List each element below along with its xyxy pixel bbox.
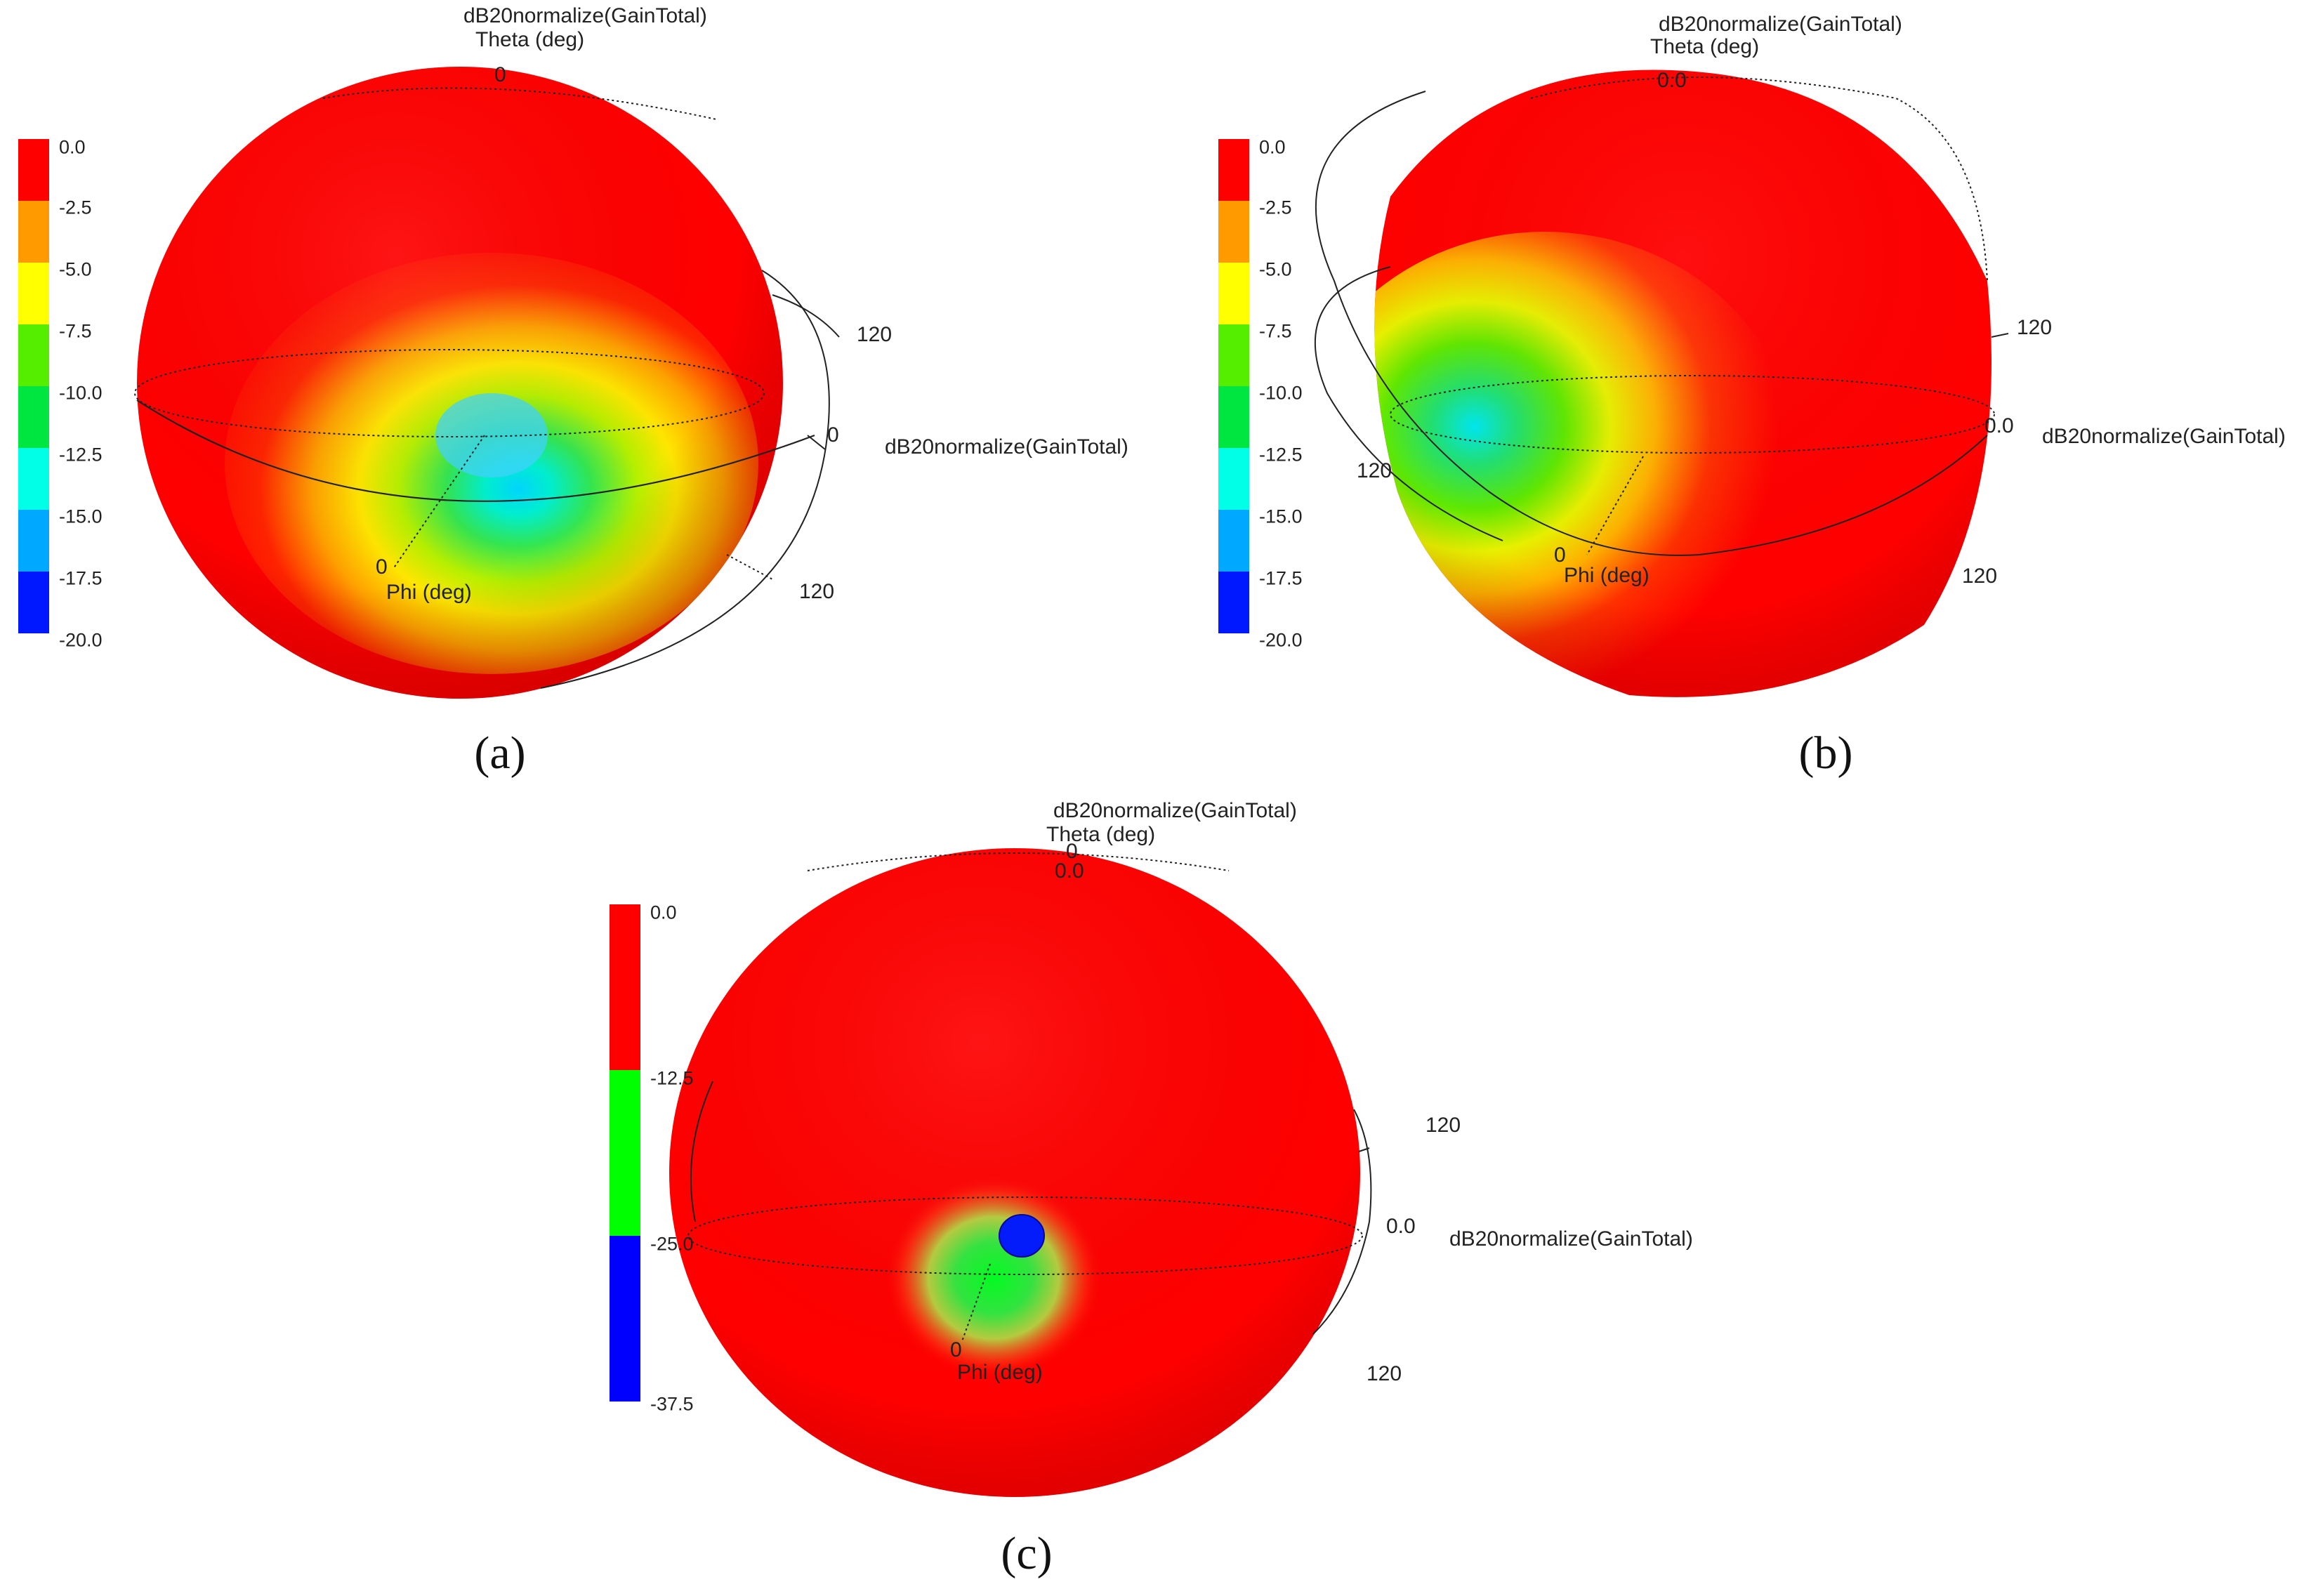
radiation-pattern-c	[669, 848, 1372, 1497]
title-label-a: dB20normalize(GainTotal)	[463, 4, 707, 27]
colorbar-tick: -12.5	[1259, 444, 1303, 466]
colorbar-swatch	[1218, 386, 1249, 448]
colorbar-tick: 0.0	[650, 902, 677, 923]
colorbar-swatch	[18, 324, 49, 386]
right-zero-label-c: 0.0	[1386, 1215, 1416, 1238]
colorbar-tick: -5.0	[59, 258, 92, 280]
axis-lines-a	[134, 87, 840, 689]
colorbar-swatch	[610, 1070, 640, 1236]
title-label-c: dB20normalize(GainTotal)	[1053, 799, 1297, 822]
colorbar-tick: -7.5	[59, 320, 92, 342]
phi-zero-label-c: 0	[950, 1338, 962, 1361]
colorbar-swatch	[18, 572, 49, 633]
tick-120-left-b: 120	[1357, 459, 1392, 482]
theta-zero-label-b: 0.0	[1657, 69, 1687, 92]
colorbar-tick: -7.5	[1259, 320, 1292, 342]
right-axis-label-a: dB20normalize(GainTotal)	[885, 435, 1128, 459]
theta-zero-b-label-c: 0.0	[1055, 859, 1084, 883]
colorbar-swatch	[18, 386, 49, 448]
colorbar-tick: 0.0	[1259, 136, 1286, 158]
colorbar-swatch	[1218, 139, 1249, 201]
colorbar-tick: -20.0	[1259, 629, 1303, 651]
theta-zero-label-a: 0	[494, 63, 506, 86]
radiation-pattern-b	[1314, 70, 2009, 697]
radiation-pattern-a	[134, 67, 840, 699]
right-zero-label-a: 0	[827, 423, 839, 447]
phi-axis-label-b: Phi (deg)	[1564, 564, 1650, 587]
axis-lines-c	[687, 852, 1372, 1342]
right-axis-label-c: dB20normalize(GainTotal)	[1449, 1227, 1693, 1251]
tick-120-lower-c: 120	[1367, 1362, 1402, 1385]
colorbar-tick: -10.0	[59, 382, 103, 404]
caption-b: (b)	[1798, 727, 1853, 779]
colorbar-tick: -15.0	[1259, 506, 1303, 527]
panel-c: dB20normalize(GainTotal) Theta (deg) 0 0…	[597, 786, 1791, 1596]
caption-c: (c)	[1001, 1528, 1053, 1579]
colorbar-c: 0.0 -12.5 -25.0 -37.5	[610, 902, 729, 1413]
colorbar-swatch	[1218, 510, 1249, 572]
colorbar-swatch	[610, 904, 640, 1070]
colorbar-tick: 0.0	[59, 136, 86, 158]
panel-b: dB20normalize(GainTotal) Theta (deg) 0.0…	[1194, 0, 2311, 786]
phi-zero-label-a: 0	[376, 555, 388, 579]
colorbar-swatch	[18, 510, 49, 572]
colorbar-tick: -20.0	[59, 629, 103, 651]
phi-axis-label-a: Phi (deg)	[386, 581, 472, 604]
theta-axis-label-c: Theta (deg)	[1046, 823, 1156, 846]
pattern-surface-c	[669, 848, 1360, 1497]
colorbar-swatch	[1218, 572, 1249, 633]
colorbar-tick: -2.5	[1259, 197, 1292, 218]
panel-a: dB20normalize(GainTotal) Theta (deg) 0 1…	[0, 0, 1194, 786]
phi-axis-label-c: Phi (deg)	[957, 1361, 1043, 1384]
colorbar-swatch	[1218, 324, 1249, 386]
colorbar-swatch	[18, 448, 49, 510]
colorbar-swatch	[1218, 448, 1249, 510]
colorbar-tick: -25.0	[650, 1233, 694, 1255]
tick-120-upper-b: 120	[2017, 316, 2053, 339]
colorbar-tick: -17.5	[59, 567, 103, 589]
colorbar-tick: -2.5	[59, 197, 92, 218]
colorbar-swatch	[610, 1236, 640, 1402]
colorbar-tick: -10.0	[1259, 382, 1303, 404]
phi-zero-label-b: 0	[1554, 543, 1566, 567]
pattern-surface-a	[137, 67, 783, 699]
colorbar-tick: -17.5	[1259, 567, 1303, 589]
theta-axis-label-b: Theta (deg)	[1650, 35, 1760, 58]
colorbar-swatch	[1218, 263, 1249, 324]
colorbar-tick: -15.0	[59, 506, 103, 527]
tick-120-upper-c: 120	[1426, 1114, 1461, 1137]
colorbar-swatch	[1218, 201, 1249, 263]
colorbar-swatch	[18, 139, 49, 201]
theta-axis-label-a: Theta (deg)	[475, 28, 585, 51]
right-axis-label-b: dB20normalize(GainTotal)	[2042, 425, 2286, 448]
tick-120-lower-a: 120	[799, 580, 835, 603]
colorbar-tick: -12.5	[59, 444, 103, 466]
colorbar-tick: -12.5	[650, 1067, 694, 1089]
right-zero-label-b: 0.0	[1984, 414, 2014, 437]
colorbar-swatch	[18, 263, 49, 324]
tick-120-upper-a: 120	[857, 323, 893, 346]
pattern-surface-b	[1374, 70, 1991, 697]
colorbar-a: 0.0 -2.5 -5.0 -7.5 -10.0 -12.5 -15.0 -17…	[18, 136, 138, 649]
caption-a: (a)	[474, 727, 526, 779]
colorbar-b: 0.0 -2.5 -5.0 -7.5 -10.0 -12.5 -15.0 -17…	[1218, 136, 1338, 649]
title-label-b: dB20normalize(GainTotal)	[1659, 13, 1902, 36]
colorbar-tick: -37.5	[650, 1393, 694, 1415]
axis-lines-b	[1314, 77, 2009, 556]
theta-zero-label-c: 0	[1066, 840, 1078, 863]
tick-120-lower-b: 120	[1962, 565, 1998, 588]
colorbar-swatch	[18, 201, 49, 263]
colorbar-tick: -5.0	[1259, 258, 1292, 280]
